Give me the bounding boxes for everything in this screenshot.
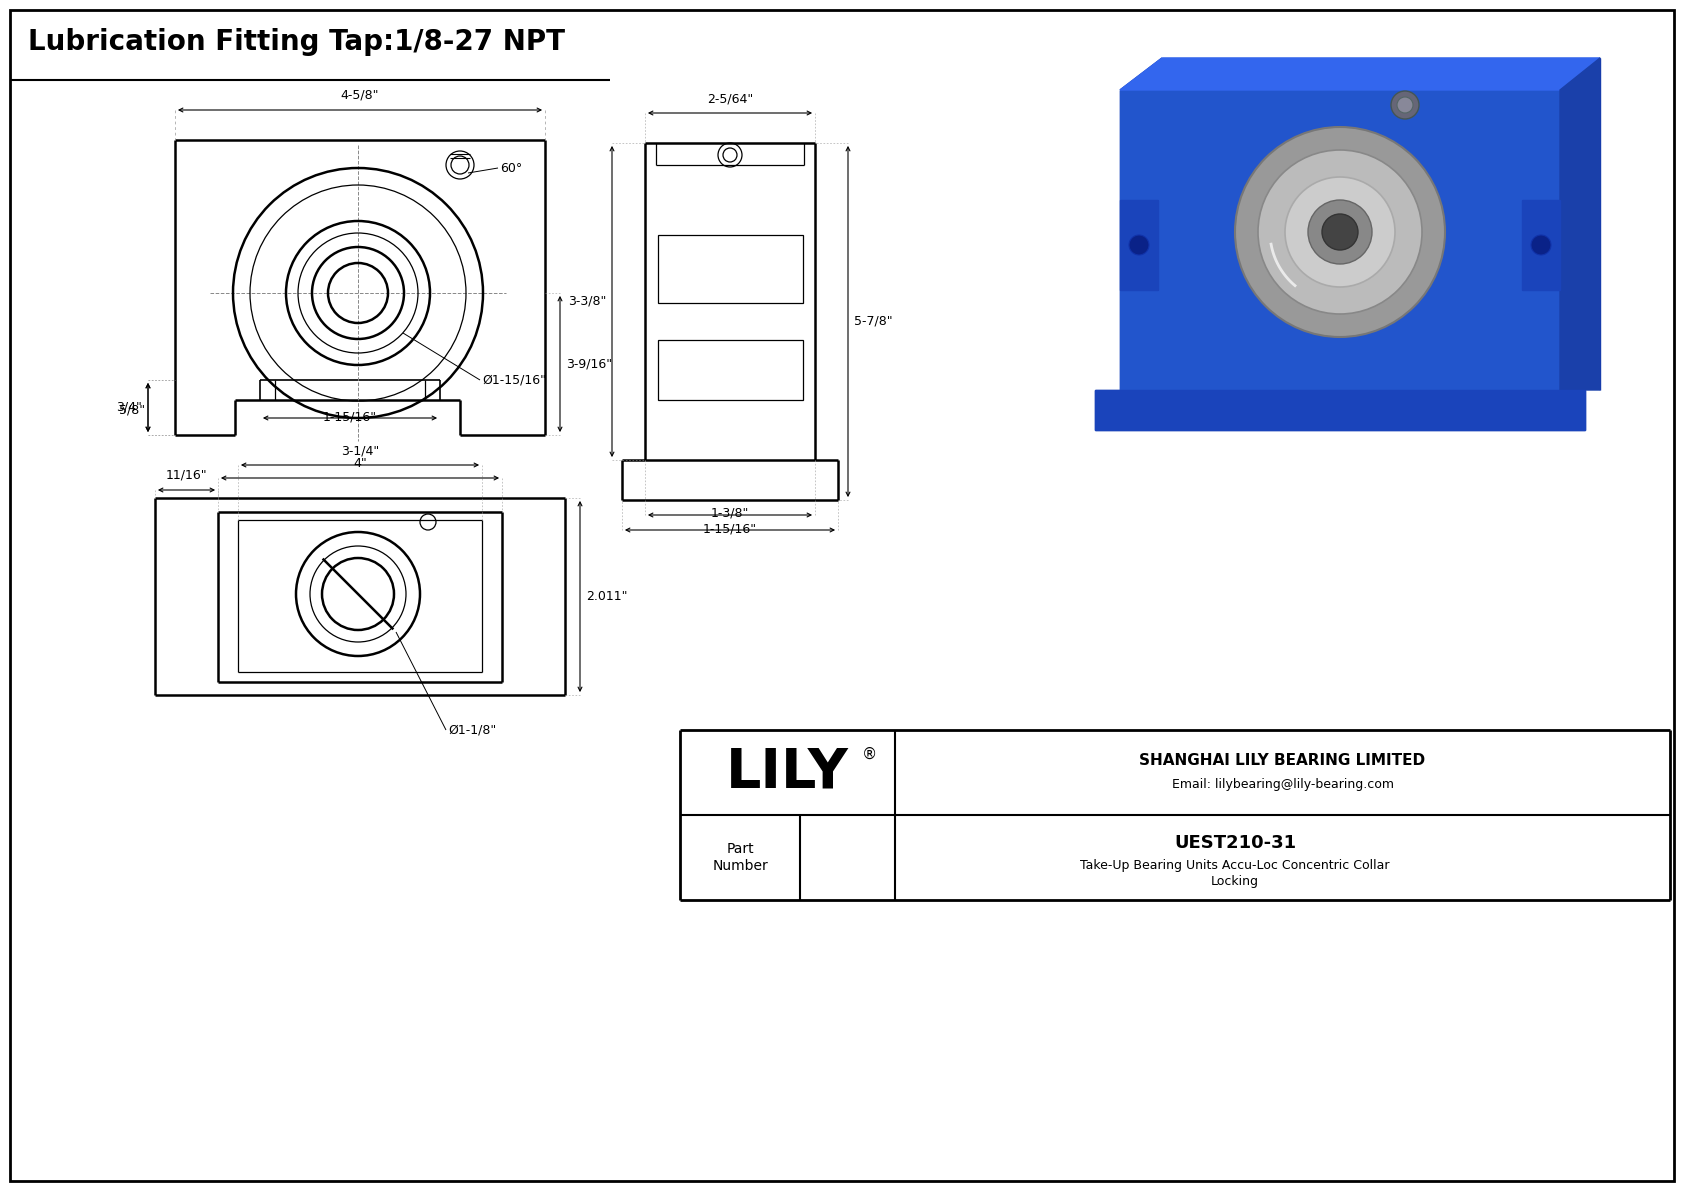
Text: 5-7/8": 5-7/8"	[854, 314, 893, 328]
Text: LILY: LILY	[726, 746, 849, 799]
Circle shape	[1391, 91, 1420, 119]
Circle shape	[1128, 235, 1148, 255]
Text: 60°: 60°	[500, 162, 522, 175]
Text: ®: ®	[862, 747, 877, 762]
Circle shape	[1258, 150, 1421, 314]
Circle shape	[1285, 177, 1394, 287]
Text: SHANGHAI LILY BEARING LIMITED: SHANGHAI LILY BEARING LIMITED	[1140, 753, 1426, 768]
Text: UEST210-31: UEST210-31	[1174, 834, 1297, 852]
Polygon shape	[1120, 91, 1559, 389]
Circle shape	[1398, 96, 1413, 113]
Text: 1-15/16": 1-15/16"	[702, 522, 758, 535]
Text: Locking: Locking	[1211, 875, 1260, 888]
Polygon shape	[1559, 58, 1600, 389]
Text: 11/16": 11/16"	[165, 469, 207, 482]
Polygon shape	[1120, 200, 1159, 289]
Circle shape	[1308, 200, 1372, 264]
Text: 4-5/8": 4-5/8"	[340, 89, 379, 102]
Text: 1-15/16": 1-15/16"	[323, 410, 377, 423]
Text: Part
Number: Part Number	[712, 842, 768, 873]
Text: Ø1-1/8": Ø1-1/8"	[448, 723, 497, 736]
Text: Email: lilybearing@lily-bearing.com: Email: lilybearing@lily-bearing.com	[1172, 778, 1393, 791]
Polygon shape	[1522, 200, 1559, 289]
Circle shape	[1322, 214, 1357, 250]
Text: 5/8": 5/8"	[120, 404, 145, 417]
Circle shape	[1531, 235, 1551, 255]
Text: Take-Up Bearing Units Accu-Loc Concentric Collar: Take-Up Bearing Units Accu-Loc Concentri…	[1079, 859, 1389, 872]
Text: 4": 4"	[354, 457, 367, 470]
Text: 2.011": 2.011"	[586, 590, 628, 603]
Bar	[658, 235, 803, 303]
Text: Lubrication Fitting Tap:1/8-27 NPT: Lubrication Fitting Tap:1/8-27 NPT	[29, 29, 566, 56]
Circle shape	[1234, 127, 1445, 337]
Text: 3-1/4": 3-1/4"	[340, 444, 379, 457]
Bar	[658, 339, 803, 400]
Polygon shape	[1095, 389, 1585, 430]
Text: 3-3/8": 3-3/8"	[568, 295, 606, 308]
Text: 1-3/8": 1-3/8"	[711, 507, 749, 520]
Polygon shape	[1120, 58, 1600, 91]
Text: 3-9/16": 3-9/16"	[566, 357, 611, 370]
Text: 3/4": 3/4"	[116, 401, 141, 414]
Text: 2-5/64": 2-5/64"	[707, 92, 753, 105]
Text: Ø1-15/16": Ø1-15/16"	[482, 374, 546, 387]
